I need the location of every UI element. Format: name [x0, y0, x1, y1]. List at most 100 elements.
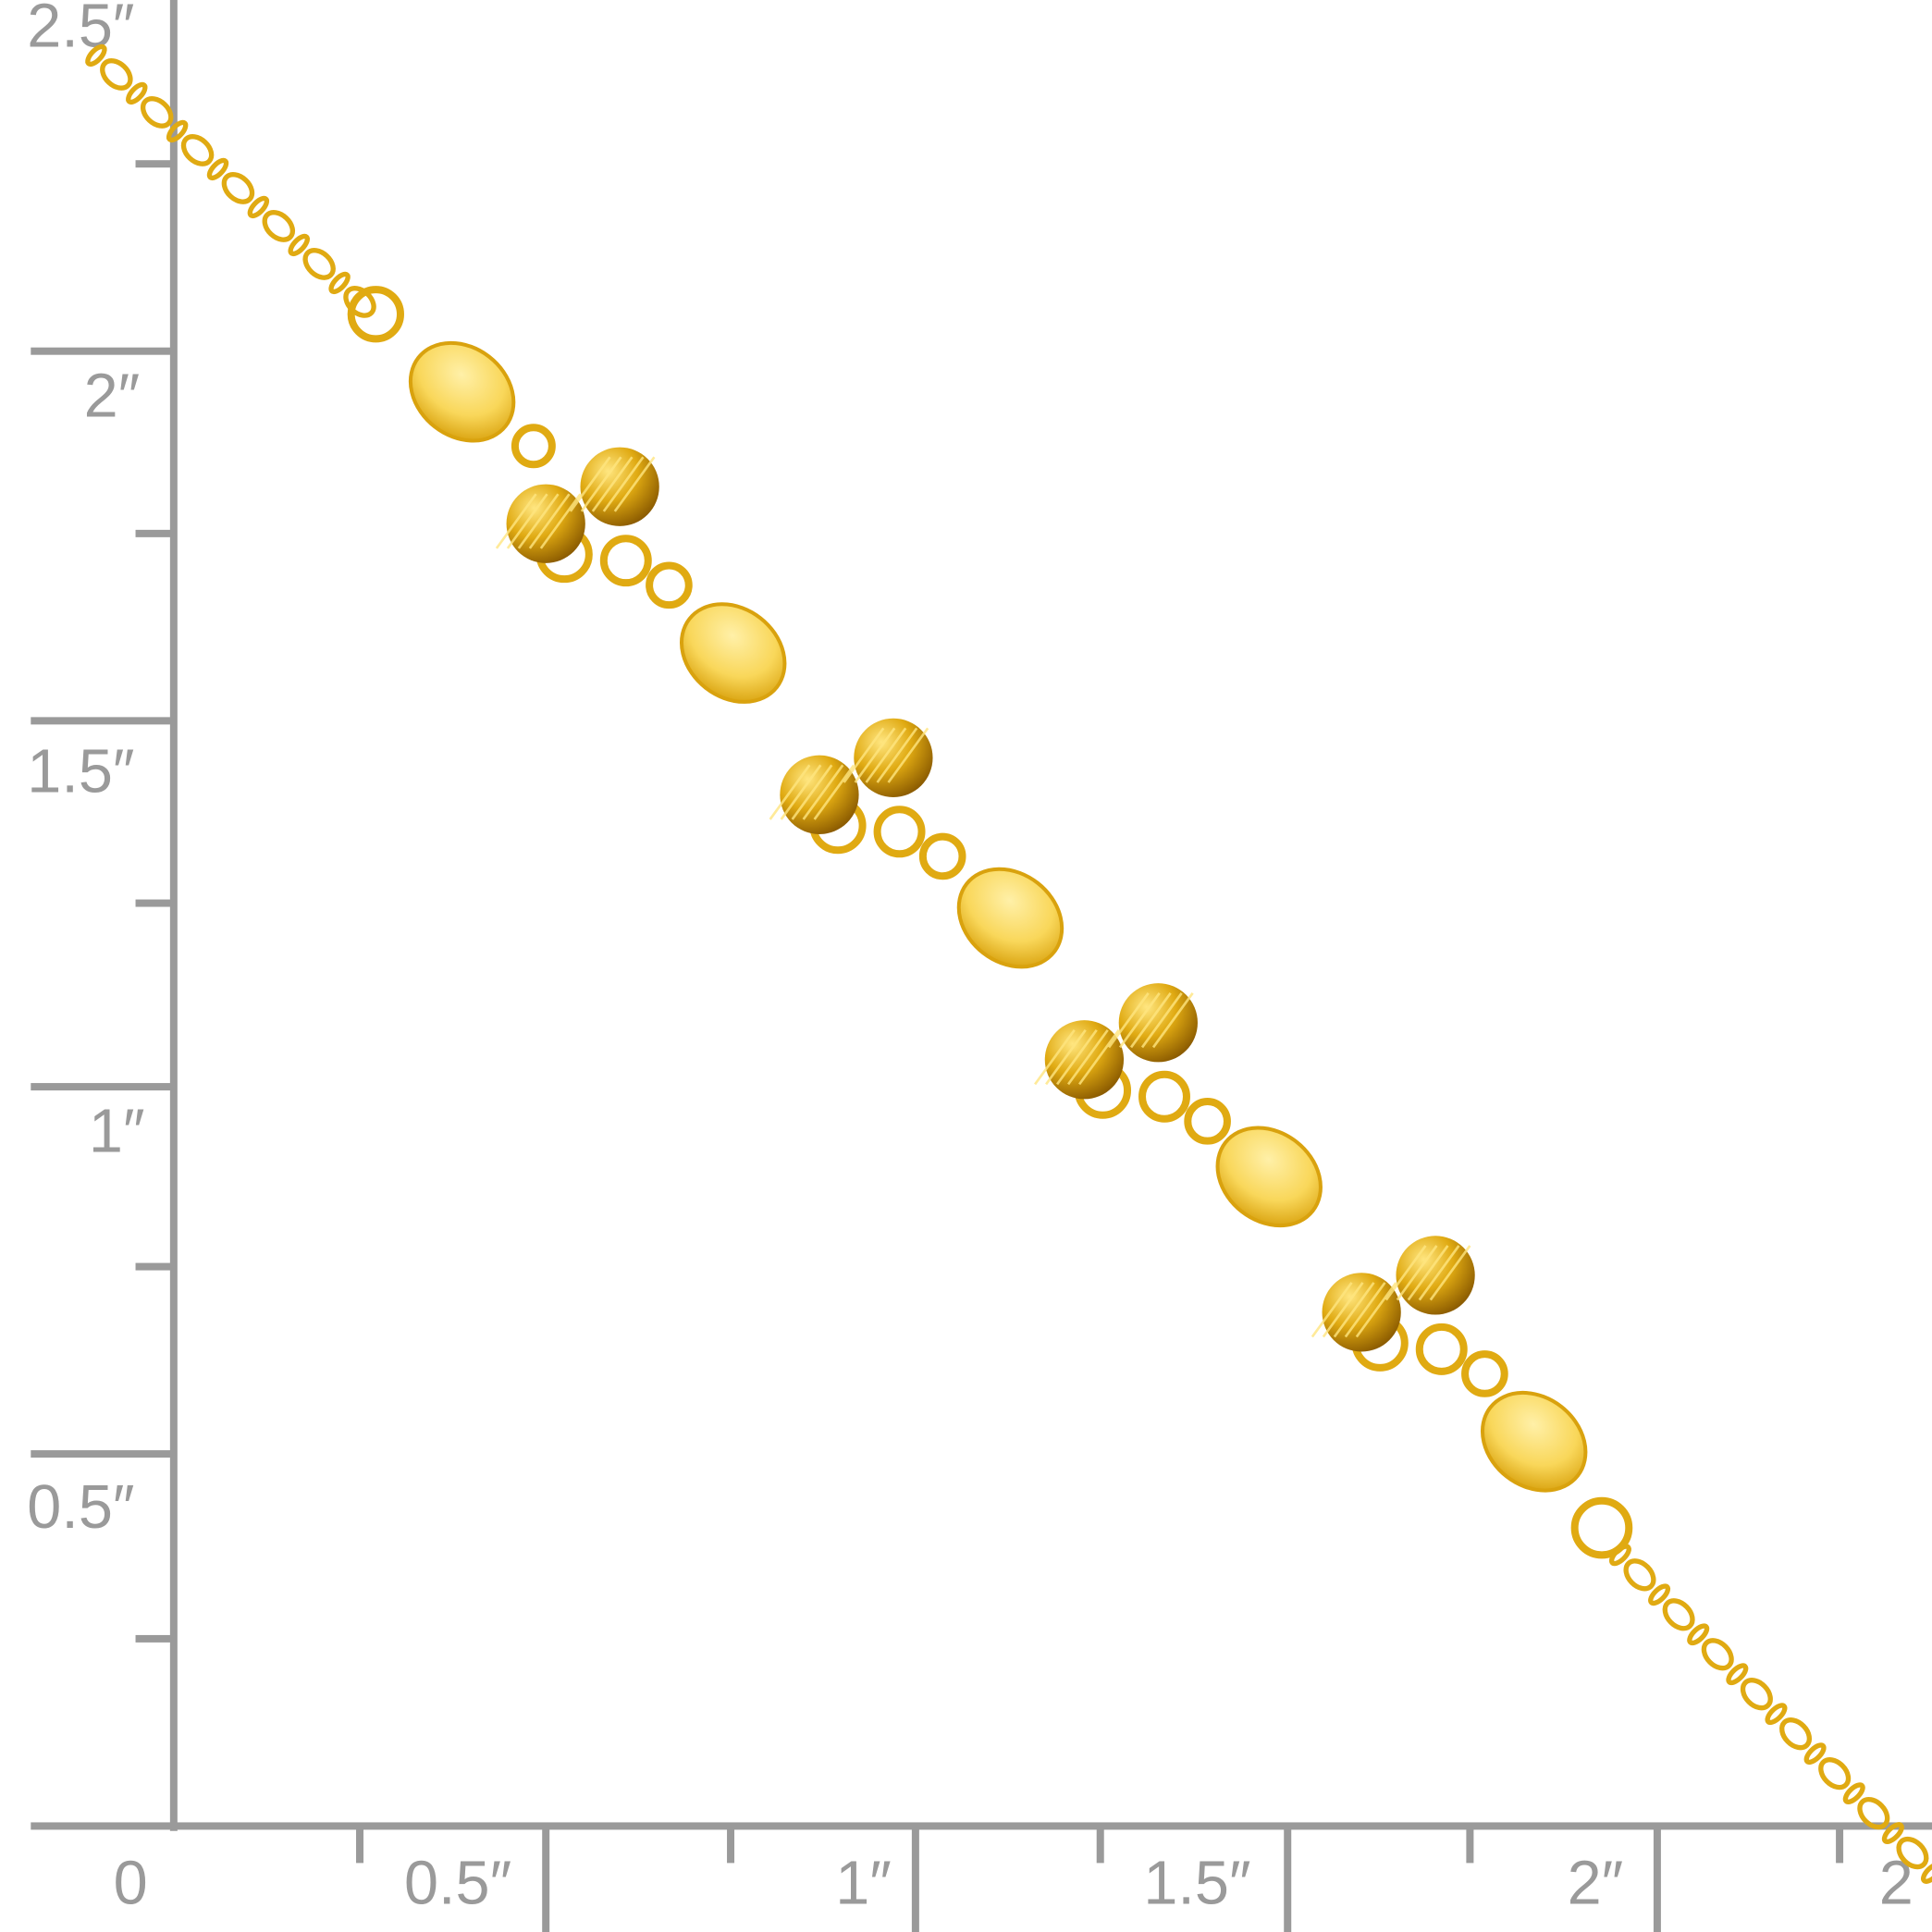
chain-link: [1701, 1638, 1734, 1671]
jump-ring: [1570, 1496, 1633, 1559]
ruler-minor-tick: [135, 160, 174, 168]
ruler-minor-tick: [1466, 1826, 1474, 1864]
bead-facet: [1344, 1282, 1386, 1338]
bead-facet: [539, 493, 582, 549]
chain-link: [247, 195, 270, 219]
bead-facet: [1107, 992, 1150, 1049]
bead-facet: [1429, 1245, 1471, 1301]
chain-link: [1662, 1598, 1695, 1631]
bead-facet: [580, 456, 622, 512]
chain-link: [1765, 1703, 1788, 1726]
jump-ring: [873, 806, 926, 858]
ruler-label-h-0.5: 0.5″: [404, 1849, 511, 1917]
ruler-label-v-0.5: 0.5″: [27, 1473, 134, 1542]
chain-link: [262, 210, 296, 242]
ruler-major-tick: [1284, 1826, 1292, 1932]
diamond-cut-bead: [506, 484, 585, 563]
ruler-minor-tick: [1096, 1826, 1104, 1864]
flat-disc-station: [408, 340, 516, 443]
chain-link: [1608, 1544, 1631, 1567]
bead-facet: [613, 456, 656, 512]
bead-facet: [1384, 1245, 1427, 1301]
diamond-cut-bead: [1118, 983, 1198, 1063]
chain-link: [206, 157, 229, 181]
chain-link: [100, 58, 133, 91]
ruler-label-h-2.5-partial: 2: [1879, 1849, 1914, 1917]
bead-facet: [1396, 1245, 1438, 1301]
chain-link: [221, 172, 255, 204]
ruler-minor-tick: [135, 529, 174, 537]
ruler-major-tick: [31, 717, 174, 725]
diamond-cut-bead: [1044, 1020, 1125, 1100]
diamond-cut-bead: [1322, 1273, 1401, 1352]
ruler-minor-tick: [135, 1634, 174, 1643]
chain-link: [140, 96, 174, 129]
diamond-cut-bead: [854, 718, 933, 797]
jump-ring: [599, 535, 652, 587]
chain-link: [1740, 1678, 1773, 1711]
chain-link: [126, 81, 148, 105]
jump-ring: [511, 424, 556, 469]
ruler-horizontal-line: [31, 1822, 1932, 1830]
bead-facet: [569, 456, 611, 512]
bead-facet: [854, 727, 896, 783]
chain-link: [1726, 1663, 1749, 1686]
bead-facet: [591, 456, 634, 512]
ruler-label-v-2: 2″: [84, 362, 141, 430]
bead-facet: [602, 456, 645, 512]
bead-facet: [506, 493, 548, 549]
ruler-label-v-2.5: 2.5″: [27, 0, 134, 61]
chain-link: [1920, 1862, 1932, 1884]
ruler-major-tick: [31, 1450, 174, 1458]
diamond-cut-bead: [1396, 1236, 1475, 1315]
bead-facet: [813, 764, 855, 820]
ruler-minor-tick: [135, 1262, 174, 1271]
jump-ring: [1415, 1323, 1468, 1375]
bead-facet: [1407, 1245, 1449, 1301]
bead-facet: [876, 727, 918, 783]
bead-facet: [1067, 1028, 1109, 1086]
chain-link: [1687, 1623, 1710, 1646]
jump-ring: [347, 286, 404, 343]
ruler-minor-tick: [356, 1826, 364, 1864]
bead-facet: [1056, 1028, 1098, 1086]
diamond-cut-bead: [780, 755, 859, 834]
flat-disc-station: [1480, 1390, 1588, 1493]
bead-facet: [1322, 1282, 1364, 1338]
bead-facet: [780, 764, 822, 820]
jump-ring: [1184, 1098, 1231, 1145]
bead-facet: [791, 764, 833, 820]
gold-bracelet: [85, 43, 1932, 1884]
chain-link: [1896, 1836, 1929, 1870]
ruler-label-v-1: 1″: [89, 1098, 145, 1166]
bead-facet: [517, 493, 560, 549]
ruler-minor-tick: [727, 1826, 735, 1864]
chain-link: [1623, 1558, 1656, 1592]
chain-link: [180, 134, 215, 166]
chain-link: [1803, 1742, 1827, 1766]
bead-facet: [769, 764, 811, 820]
bead-facet: [1129, 992, 1172, 1049]
diamond-cut-bead: [580, 447, 659, 526]
chain-link: [288, 233, 310, 257]
ruler: 2.5″ 2″ 1.5″ 1″ 0.5″ 0 0.5″ 1″ 1.5″ 2″ 2: [27, 0, 1932, 1932]
ruler-major-tick: [542, 1826, 550, 1932]
flat-disc-station: [679, 602, 787, 704]
jump-ring: [1138, 1070, 1190, 1123]
ruler-label-v-1.5: 1.5″: [27, 738, 134, 806]
bead-facet: [1151, 992, 1194, 1049]
chain-link: [166, 119, 189, 143]
ruler-minor-tick: [135, 899, 174, 907]
chain-link: [1842, 1782, 1865, 1805]
ruler-label-h-1.5: 1.5″: [1143, 1849, 1250, 1917]
jump-ring: [918, 832, 966, 880]
chain-link: [1648, 1583, 1671, 1606]
ruler-major-tick: [31, 347, 174, 355]
chain-link: [302, 248, 336, 280]
bead-facet: [843, 727, 885, 783]
bead-facet: [1034, 1028, 1076, 1086]
ruler-label-h-1: 1″: [835, 1849, 892, 1917]
bead-facet: [887, 727, 929, 783]
